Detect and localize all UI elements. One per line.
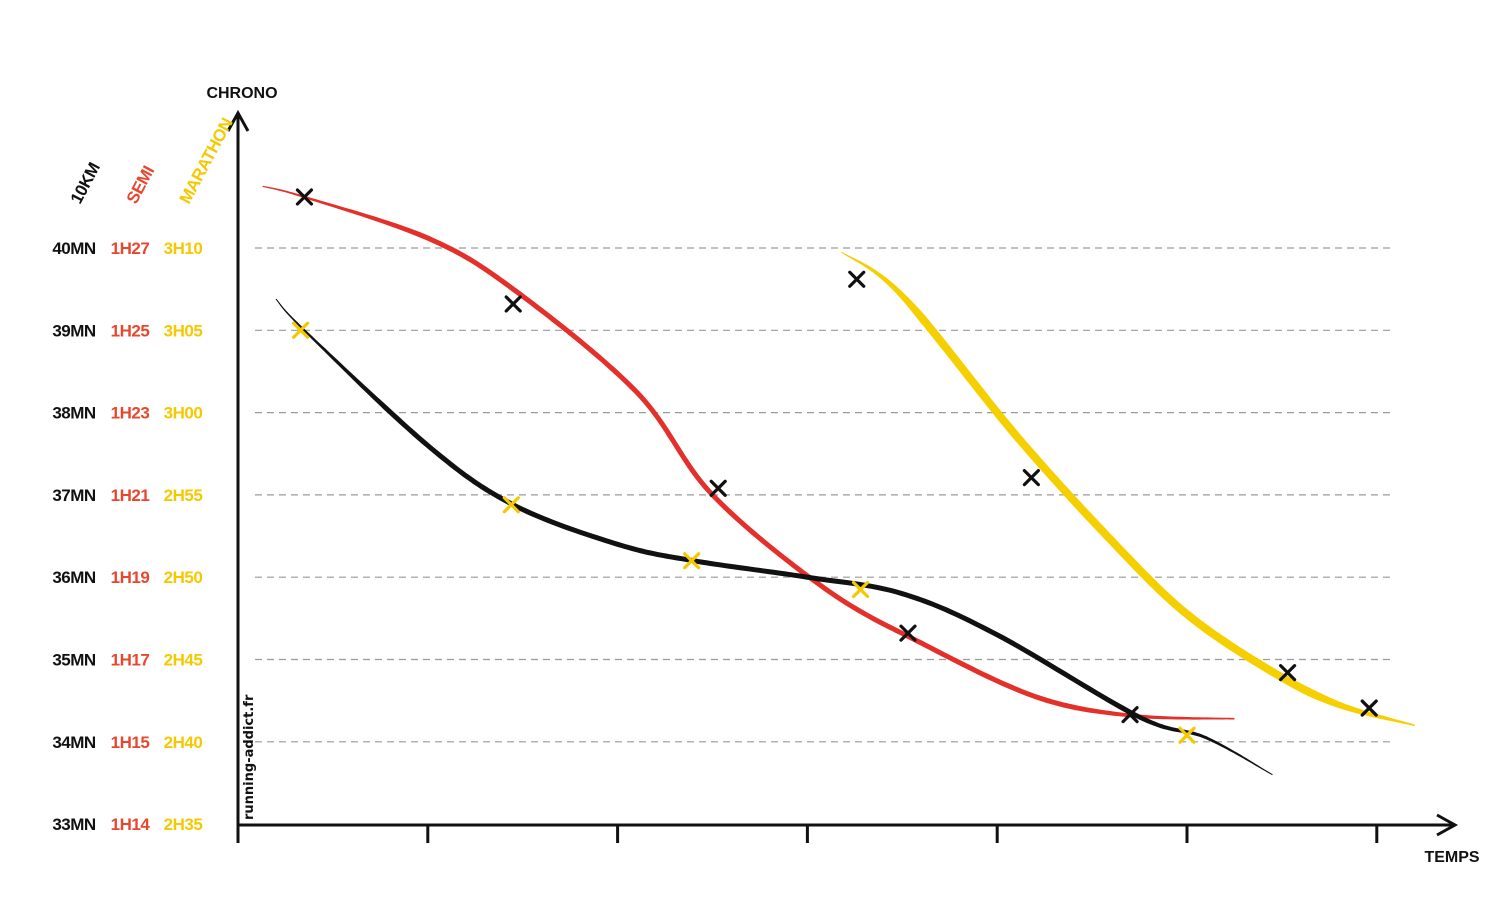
y-tick-label: 3H00 — [164, 404, 203, 423]
y-tick-label: 34MN — [52, 733, 96, 752]
y-tick-label: 40MN — [52, 239, 96, 258]
data-point-marker — [1022, 469, 1040, 487]
y-tick-label: 1H15 — [111, 733, 150, 752]
y-tick-label: 2H35 — [164, 815, 203, 834]
series-line — [841, 251, 1415, 727]
series-layer — [262, 185, 1415, 776]
y-axis-title: CHRONO — [206, 85, 277, 102]
y-tick-label: 1H23 — [111, 404, 150, 423]
y-tick-label: 2H55 — [164, 486, 203, 505]
y-tick-label: 33MN — [52, 815, 96, 834]
data-point-marker — [683, 552, 701, 570]
data-point-marker — [292, 321, 310, 339]
data-point-marker — [899, 624, 917, 642]
y-axis-arrow — [226, 109, 250, 132]
data-point-marker — [1178, 726, 1196, 744]
y-column-header: MARATHON — [176, 115, 237, 207]
y-tick-label: 1H27 — [111, 239, 150, 258]
x-axis-title: TEMPS — [1424, 849, 1479, 866]
y-tick-label: 1H19 — [111, 568, 150, 587]
data-point-marker — [851, 580, 870, 599]
y-tick-label: 1H17 — [111, 651, 150, 670]
series-line — [275, 298, 1273, 776]
y-tick-label: 3H10 — [164, 239, 203, 258]
y-tick-label: 2H45 — [164, 651, 203, 670]
series-line — [262, 185, 1235, 720]
data-point-marker — [1278, 664, 1297, 682]
data-point-marker — [709, 479, 727, 497]
data-point-marker — [504, 295, 522, 313]
data-point-marker — [1121, 706, 1139, 724]
data-point-marker — [502, 496, 520, 514]
y-tick-label: 39MN — [52, 321, 96, 340]
y-tick-label: 3H05 — [164, 321, 203, 340]
x-ticks — [236, 825, 1379, 843]
grid-layer — [255, 247, 1392, 743]
marker-layer — [292, 188, 1378, 744]
data-point-marker — [1360, 699, 1378, 717]
data-point-marker — [295, 188, 314, 206]
watermark: running-addict.fr — [242, 694, 257, 820]
y-tick-label: 35MN — [52, 651, 96, 670]
y-tick-label: 2H50 — [164, 568, 203, 587]
y-tick-label: 36MN — [52, 568, 96, 587]
y-tick-label: 1H21 — [111, 486, 150, 505]
y-tick-label: 1H14 — [111, 815, 151, 834]
axes: CHRONO TEMPS running-addict.fr — [206, 85, 1479, 866]
y-tick-label: 1H25 — [111, 321, 150, 340]
y-column-header: 10KM — [67, 159, 104, 206]
y-tick-labels: 40MN 39MN 38MN 37MN 36MN 35MN 34MN 33MN 10KM 1H27… — [52, 115, 236, 834]
y-tick-label: 2H40 — [164, 733, 203, 752]
y-column-header: SEMI — [123, 163, 158, 207]
data-point-marker — [848, 270, 866, 288]
y-tick-label: 38MN — [52, 404, 96, 423]
y-tick-label: 37MN — [52, 486, 96, 505]
x-axis-arrow — [1436, 813, 1459, 837]
